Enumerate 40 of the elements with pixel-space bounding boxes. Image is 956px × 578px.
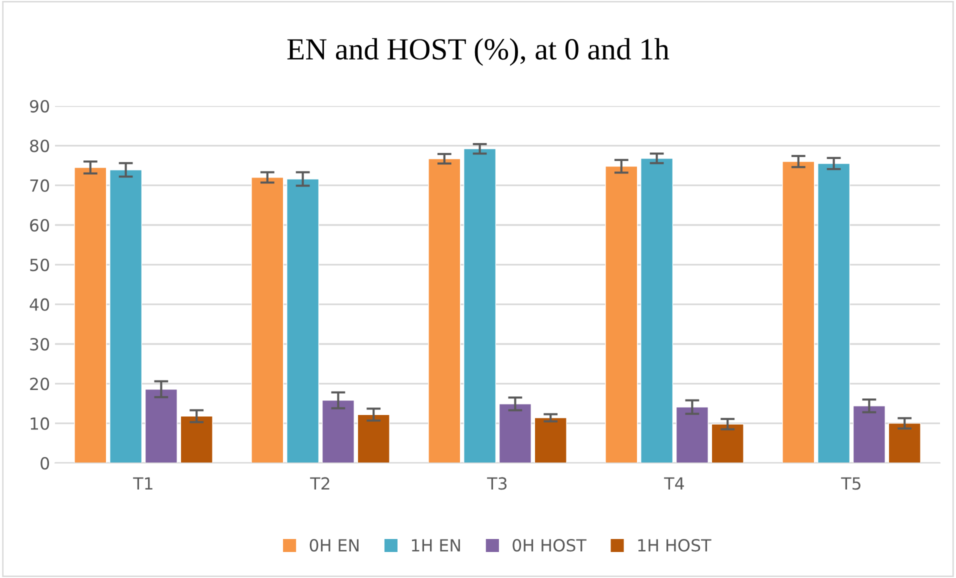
y-tick-label: 0 xyxy=(40,456,50,470)
y-tick-label: 70 xyxy=(30,179,50,192)
bar xyxy=(888,422,921,463)
bar xyxy=(357,414,390,463)
chart-title: EN and HOST (%), at 0 and 1h xyxy=(287,38,670,66)
bar xyxy=(818,163,850,463)
y-tick-label: 90 xyxy=(30,100,50,113)
y-tick-label: 20 xyxy=(30,378,50,390)
bar xyxy=(286,178,320,463)
x-tick-label: T5 xyxy=(841,477,860,490)
bar xyxy=(251,177,284,463)
bar xyxy=(534,417,567,463)
legend-label: 0H HOST xyxy=(512,538,586,552)
bar xyxy=(605,166,638,463)
x-tick-label: T3 xyxy=(487,477,507,490)
bar xyxy=(110,170,142,463)
legend-label: 0H EN xyxy=(310,538,359,552)
bar xyxy=(144,388,178,463)
x-tick-label: T1 xyxy=(133,477,152,490)
legend-label: 1H EN xyxy=(412,539,460,552)
bar xyxy=(498,404,532,463)
bar xyxy=(322,400,354,463)
y-tick-label: 50 xyxy=(30,258,50,272)
bar xyxy=(782,161,815,463)
y-tick-label: 80 xyxy=(30,140,50,152)
bar xyxy=(640,158,674,463)
bar xyxy=(711,424,744,463)
bar xyxy=(676,406,708,463)
bar xyxy=(428,158,461,463)
bar xyxy=(74,167,107,463)
legend-label: 1H HOST xyxy=(638,538,712,552)
bar xyxy=(852,406,886,463)
x-tick-label: T4 xyxy=(664,477,684,490)
x-tick-label: T2 xyxy=(310,477,330,490)
y-tick-label: 30 xyxy=(30,338,50,351)
bar xyxy=(464,148,496,463)
y-tick-label: 40 xyxy=(30,298,50,311)
bar xyxy=(180,416,213,463)
y-tick-label: 10 xyxy=(30,417,50,430)
y-tick-label: 60 xyxy=(30,218,50,232)
